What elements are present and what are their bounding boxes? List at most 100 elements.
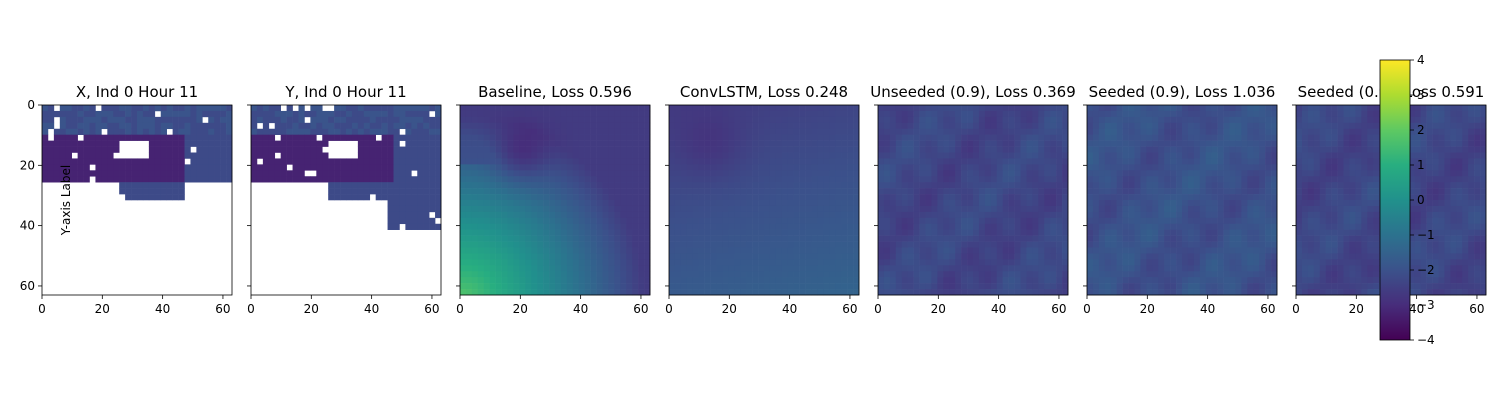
heatmap-cell <box>907 283 914 290</box>
heatmap-cell <box>752 164 759 171</box>
heatmap-cell <box>1002 235 1009 242</box>
heatmap-cell <box>483 205 490 213</box>
heatmap-cell <box>907 241 914 248</box>
heatmap-cell <box>793 200 800 207</box>
heatmap-cell <box>543 205 550 213</box>
heatmap-cell <box>799 223 806 230</box>
heatmap-cell <box>1199 116 1207 124</box>
heatmap-cell <box>172 146 179 153</box>
heatmap-cell <box>1134 140 1141 147</box>
heatmap-cell <box>901 170 908 177</box>
heatmap-cell <box>1182 253 1189 260</box>
heatmap-cell <box>537 128 544 135</box>
heatmap-cell <box>823 229 830 236</box>
heatmap-cell <box>984 289 992 296</box>
heatmap-cell <box>1056 247 1063 254</box>
heatmap-cell <box>746 128 753 135</box>
heatmap-cell <box>1038 217 1045 225</box>
heatmap-cell <box>465 217 473 225</box>
heatmap-cell <box>1092 128 1100 135</box>
heatmap-cell <box>142 105 150 112</box>
heatmap-cell <box>1182 229 1189 236</box>
heatmap-cell <box>334 182 341 189</box>
heatmap-cell <box>1110 253 1117 260</box>
heatmap-cell <box>525 235 532 242</box>
heatmap-cell <box>943 105 950 112</box>
heatmap-cell <box>889 134 897 141</box>
heatmap-cell <box>1056 140 1063 147</box>
heatmap-cell <box>841 217 848 225</box>
heatmap-cell <box>811 158 818 165</box>
heatmap-cell <box>560 253 568 260</box>
heatmap-cell <box>351 176 359 183</box>
heatmap-cell <box>423 200 430 207</box>
heatmap-cell <box>166 170 173 177</box>
heatmap-cell <box>686 122 694 130</box>
heatmap-cell <box>990 170 998 177</box>
heatmap-cell <box>1223 205 1230 213</box>
heatmap-cell <box>1050 170 1057 177</box>
heatmap-cell <box>746 164 753 171</box>
heatmap-cell <box>292 170 299 177</box>
heatmap-cell <box>184 176 191 183</box>
heatmap-cell <box>1020 128 1027 135</box>
heatmap-cell <box>214 176 221 183</box>
heatmap-cell <box>566 116 574 124</box>
heatmap-cell <box>823 122 830 130</box>
heatmap-cell <box>1050 134 1057 141</box>
heatmap-cell <box>590 283 597 290</box>
heatmap-cell <box>405 164 412 171</box>
heatmap-cell <box>519 170 526 177</box>
heatmap-cell <box>1241 158 1248 165</box>
heatmap-cell <box>531 229 538 236</box>
heatmap-cell <box>602 182 609 189</box>
plot-frame <box>668 104 860 296</box>
heatmap-cell <box>931 122 938 130</box>
heatmap-cell <box>1235 265 1242 272</box>
heatmap-cell <box>1265 110 1272 118</box>
heatmap-cell <box>692 182 699 189</box>
heatmap-cell <box>710 176 717 183</box>
heatmap-cell <box>758 229 765 236</box>
heatmap-cell <box>811 217 818 225</box>
heatmap-cell <box>990 265 998 272</box>
heatmap-cell <box>59 116 67 124</box>
heatmap-cell <box>1044 152 1051 159</box>
heatmap-cell <box>465 164 473 171</box>
heatmap-cell <box>549 217 556 225</box>
heatmap-cell <box>1182 247 1189 254</box>
heatmap-cell <box>125 176 132 183</box>
heatmap-cell <box>148 146 156 153</box>
heatmap-cell <box>787 152 794 159</box>
heatmap-cell <box>775 253 783 260</box>
heatmap-cell <box>399 152 406 159</box>
heatmap-cell <box>1265 164 1272 171</box>
heatmap-cell <box>1110 229 1117 236</box>
heatmap-cell <box>823 259 830 266</box>
heatmap-cell <box>555 259 562 266</box>
heatmap-cell <box>340 194 347 201</box>
heatmap-cell <box>572 194 580 201</box>
heatmap-cell <box>65 170 72 177</box>
heatmap-cell <box>1032 200 1039 207</box>
heatmap-cell <box>769 158 777 165</box>
heatmap-cell <box>943 205 950 213</box>
heatmap-cell <box>465 211 473 219</box>
heatmap-cell <box>566 235 574 242</box>
heatmap-cell <box>608 259 615 266</box>
heatmap-cell <box>584 229 591 236</box>
heatmap-cell <box>925 235 932 242</box>
heatmap-cell <box>507 200 514 207</box>
heatmap-cell <box>142 158 150 165</box>
heatmap-cell <box>543 182 550 189</box>
heatmap-cell <box>184 164 191 171</box>
heatmap-cell <box>973 223 980 230</box>
heatmap-cell <box>65 176 72 183</box>
heatmap-cell <box>787 116 794 124</box>
heatmap-cell <box>847 105 854 112</box>
heatmap-cell <box>1116 164 1123 171</box>
heatmap-cell <box>148 194 156 201</box>
heatmap-cell <box>435 194 442 201</box>
heatmap-cell <box>1002 146 1009 153</box>
heatmap-cell <box>489 229 496 236</box>
